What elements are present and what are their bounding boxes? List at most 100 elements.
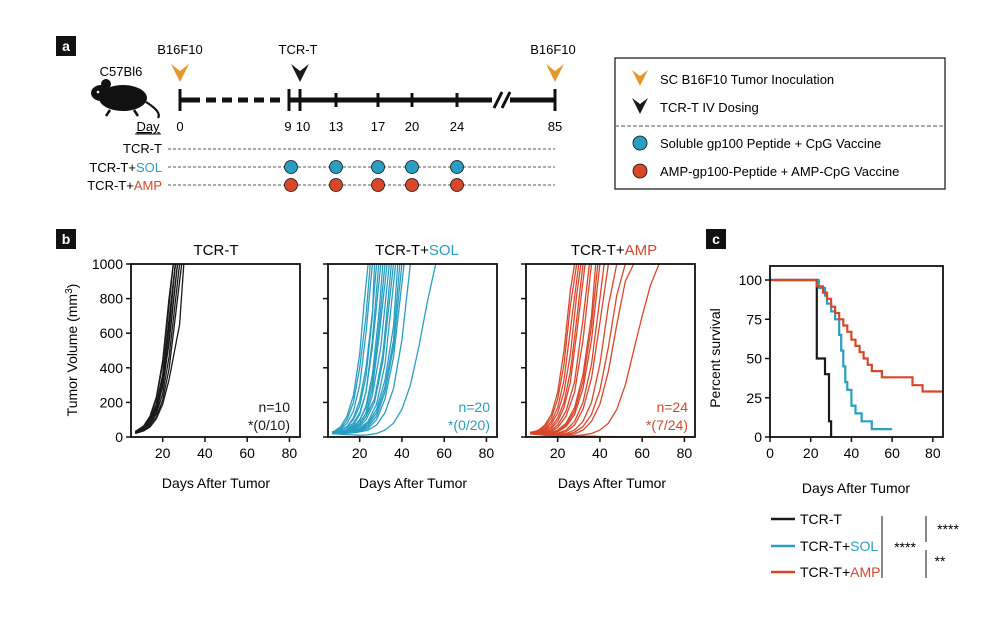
tcrt-dosing-label: TCR-T	[279, 42, 318, 57]
sol-vaccine-dot	[450, 160, 464, 174]
x-tick-label: 60	[239, 445, 255, 461]
day-label: 10	[296, 119, 310, 134]
series-line-m8	[134, 263, 179, 433]
tcrt-arrow-icon	[291, 64, 309, 82]
amp-vaccine-dot	[329, 178, 343, 192]
x-tick-label: 40	[197, 445, 213, 461]
x-tick-label: 80	[479, 445, 495, 461]
day-label: 0	[176, 119, 183, 134]
x-tick-label: 20	[803, 445, 819, 461]
inoculation-arrow-icon	[632, 70, 648, 86]
legend-label-tcrt: TCR-T	[800, 511, 842, 527]
y-tick-label: 50	[746, 351, 762, 367]
subplot-title: TCR-T+AMP	[571, 242, 657, 259]
series-line-m7	[332, 263, 382, 434]
panel-c-label-box	[706, 229, 726, 249]
x-tick-label: 0	[766, 445, 774, 461]
n-label: n=20	[458, 399, 490, 415]
survival-curve-tcrt	[770, 278, 833, 437]
x-tick-label: 60	[634, 445, 650, 461]
axes-frame	[327, 263, 498, 438]
x-tick-label: 80	[925, 445, 941, 461]
survival-plot-area: 0 20 40 60 80 0 25 50 75 100	[739, 265, 944, 461]
group-label-sol: TCR-T+SOL	[89, 160, 162, 175]
legend-label-sol: TCR-T+SOL	[800, 538, 878, 554]
legend-inoculation: SC B16F10 Tumor Inoculation	[660, 72, 834, 87]
legend-label-amp: TCR-T+AMP	[800, 564, 881, 580]
sol-vaccine-dot	[405, 160, 419, 174]
series-line-m2	[530, 263, 578, 434]
sol-vaccine-dot-icon	[632, 135, 648, 151]
series-line-m7	[134, 263, 177, 433]
y-tick-label: 100	[739, 272, 763, 288]
series-line-m12	[332, 263, 393, 434]
significance-brackets	[881, 516, 927, 578]
n-label: n=10	[258, 399, 290, 415]
n-label: n=24	[656, 399, 688, 415]
survival-curve-amp	[770, 278, 943, 393]
subplot-sol: TCR-T+SOL 20 40 60 80 n=20 *(0/20) Days Aft…	[323, 242, 498, 491]
cured-label: *(0/20)	[448, 417, 490, 433]
axes-frame	[130, 263, 301, 438]
x-tick-label: 60	[436, 445, 452, 461]
cured-label: *(0/10)	[248, 417, 290, 433]
series-line-m20	[332, 263, 437, 436]
mouse-strain-label: C57Bl6	[100, 64, 143, 79]
group-label-tcrt: TCR-T	[123, 141, 162, 156]
x-tick-label: 40	[592, 445, 608, 461]
y-tick-label: 400	[100, 360, 124, 376]
timeline-axis	[178, 89, 557, 111]
series-line-m19	[332, 263, 412, 435]
inoculation-arrow-icon	[546, 64, 564, 82]
x-tick-label: 20	[352, 445, 368, 461]
series-line-m10	[134, 263, 174, 433]
series-line-m1	[331, 263, 369, 434]
day-label: 24	[450, 119, 464, 134]
day-label: 13	[329, 119, 343, 134]
panel-c-label: c	[712, 231, 720, 247]
panel-a-label: a	[62, 38, 70, 54]
day-label: 20	[405, 119, 419, 134]
subplot-amp: TCR-T+AMP 20 40 60 80 n=24 *(7/24) Days Aft…	[521, 242, 696, 491]
mouse-icon	[91, 79, 160, 119]
inoculation-arrow-icon	[171, 64, 189, 82]
x-axis-label: Days After Tumor	[802, 480, 910, 496]
significance-label: ****	[937, 521, 959, 537]
series-line-m3	[331, 263, 374, 434]
legend-amp-vaccine: AMP-gp100-Peptide + AMP-CpG Vaccine	[660, 164, 899, 179]
legend-dosing: TCR-T IV Dosing	[660, 100, 759, 115]
series-line-m5	[530, 263, 584, 434]
y-tick-label: 25	[746, 390, 762, 406]
sol-vaccine-dot	[371, 160, 385, 174]
b16f10-first-label: B16F10	[157, 42, 203, 57]
tcrt-arrow-icon	[632, 98, 648, 114]
day-label: 17	[371, 119, 385, 134]
amp-vaccine-dot	[405, 178, 419, 192]
b16f10-last-label: B16F10	[530, 42, 576, 57]
panel-c: c Percent survival 0 20 40 60 80 0 25 50 75 100 D…	[706, 229, 959, 580]
x-axis-label: Days After Tumor	[558, 475, 666, 491]
amp-vaccine-dot	[284, 178, 298, 192]
y-tick-label: 1000	[92, 256, 123, 272]
y-tick-label: 200	[100, 394, 124, 410]
sol-vaccine-dot	[284, 160, 298, 174]
significance-label: ****	[894, 539, 916, 555]
amp-vaccine-dot-icon	[632, 163, 648, 179]
y-tick-label: 75	[746, 311, 762, 327]
panel-b: b Tumor Volume (mm3) TCR-T 20 40 60 8002004…	[56, 229, 696, 491]
group-label-amp: TCR-T+AMP	[87, 178, 162, 193]
series-group	[134, 263, 185, 435]
survival-curve-sol	[770, 278, 893, 431]
subplot-title: TCR-T	[194, 242, 239, 259]
panel-a: a C57Bl6 B16F10 TCR-T B16F10	[56, 36, 946, 193]
y-tick-label: 0	[754, 429, 762, 445]
panel-a-label-box	[56, 36, 76, 56]
x-tick-label: 60	[884, 445, 900, 461]
series-line-m9	[135, 263, 185, 435]
day-label: 85	[548, 119, 562, 134]
x-tick-label: 80	[282, 445, 298, 461]
axes-frame	[769, 265, 944, 438]
y-tick-label: 800	[100, 291, 124, 307]
